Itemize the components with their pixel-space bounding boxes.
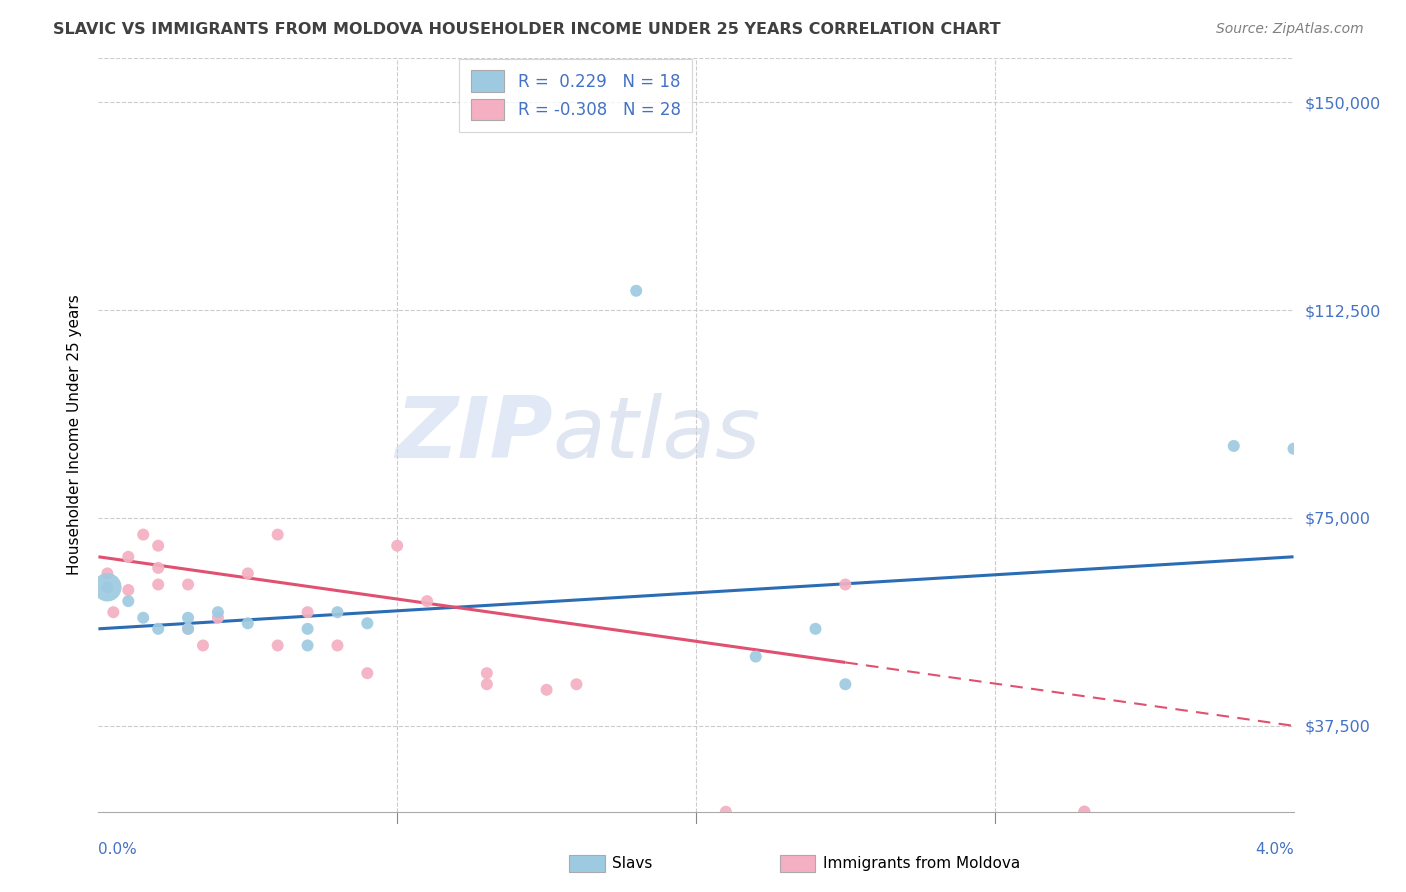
Point — [356, 616, 378, 631]
Point — [207, 605, 229, 619]
Point — [565, 677, 588, 691]
Point — [236, 616, 259, 631]
Text: Source: ZipAtlas.com: Source: ZipAtlas.com — [1216, 22, 1364, 37]
Y-axis label: Householder Income Under 25 years: Householder Income Under 25 years — [66, 294, 82, 575]
Point — [236, 566, 259, 581]
Point — [148, 561, 170, 575]
Text: ZIP: ZIP — [395, 393, 553, 476]
Point — [745, 649, 768, 664]
Point — [326, 639, 349, 653]
Point — [536, 682, 558, 697]
Legend: R =  0.229   N = 18, R = -0.308   N = 28: R = 0.229 N = 18, R = -0.308 N = 28 — [460, 59, 692, 132]
Point — [267, 527, 290, 541]
Point — [1223, 439, 1246, 453]
Text: Slavs: Slavs — [612, 856, 652, 871]
Point — [416, 594, 439, 608]
Text: SLAVIC VS IMMIGRANTS FROM MOLDOVA HOUSEHOLDER INCOME UNDER 25 YEARS CORRELATION : SLAVIC VS IMMIGRANTS FROM MOLDOVA HOUSEH… — [53, 22, 1001, 37]
Point — [1282, 442, 1305, 456]
Text: 4.0%: 4.0% — [1254, 842, 1294, 857]
Point — [177, 622, 200, 636]
Point — [96, 580, 118, 594]
Text: Immigrants from Moldova: Immigrants from Moldova — [823, 856, 1019, 871]
Point — [177, 611, 200, 625]
Text: atlas: atlas — [553, 393, 761, 476]
Point — [297, 622, 319, 636]
Point — [103, 605, 125, 619]
Point — [385, 539, 409, 553]
Point — [297, 605, 319, 619]
Point — [132, 527, 155, 541]
Point — [714, 805, 737, 819]
Point — [297, 639, 319, 653]
Point — [207, 611, 229, 625]
Point — [1073, 805, 1095, 819]
Point — [326, 605, 349, 619]
Point — [475, 666, 498, 681]
Point — [1073, 805, 1095, 819]
Point — [148, 539, 170, 553]
Point — [117, 549, 139, 564]
Point — [626, 284, 648, 298]
Point — [117, 594, 139, 608]
Point — [132, 611, 155, 625]
Point — [148, 577, 170, 591]
Point — [117, 582, 139, 597]
Point — [191, 639, 214, 653]
Point — [267, 639, 290, 653]
Point — [834, 577, 856, 591]
Text: 0.0%: 0.0% — [98, 842, 138, 857]
Point — [177, 622, 200, 636]
Point — [804, 622, 827, 636]
Point — [475, 677, 498, 691]
Point — [834, 677, 856, 691]
Point — [96, 566, 118, 581]
Point — [356, 666, 378, 681]
Point — [96, 580, 118, 594]
Point — [177, 577, 200, 591]
Point — [148, 622, 170, 636]
